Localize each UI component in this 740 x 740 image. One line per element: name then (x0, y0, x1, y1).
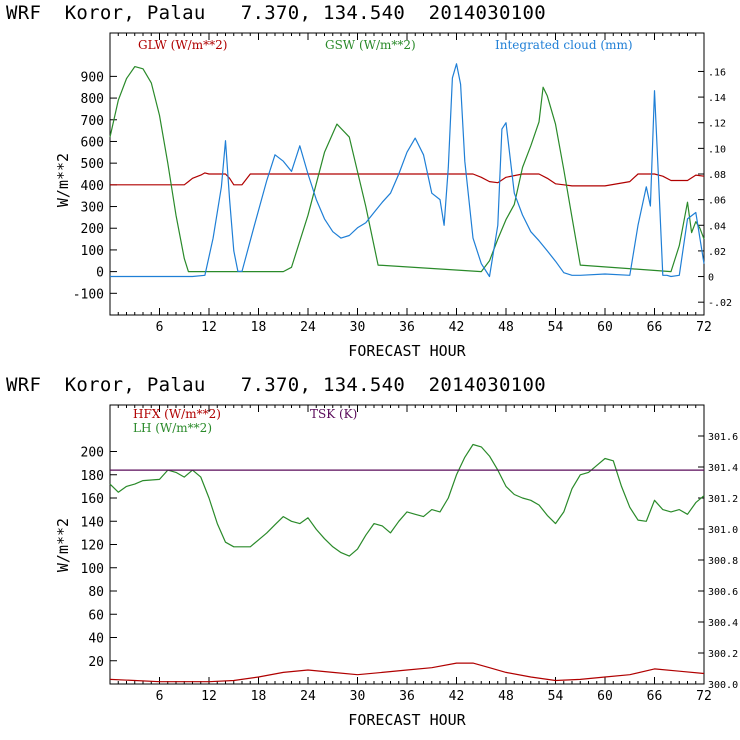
y-tick-label: 180 (81, 469, 104, 484)
y2-tick-label: .02 (708, 247, 726, 258)
x-tick-label: 18 (251, 689, 267, 704)
y-tick-label: 400 (81, 179, 104, 194)
y2-tick-label: .16 (708, 67, 726, 78)
top-x-axis-label: FORECAST HOUR (348, 342, 466, 360)
x-tick-label: 36 (399, 320, 415, 335)
y-tick-label: 800 (81, 92, 104, 107)
x-tick-label: 72 (696, 320, 712, 335)
series-line-1-0 (109, 662, 705, 683)
legend-glw: GLW (W/m**2) (138, 38, 227, 52)
x-tick-label: 30 (350, 689, 366, 704)
legend-gsw: GSW (W/m**2) (325, 38, 416, 52)
legend-hfx: HFX (W/m**2) (133, 407, 221, 421)
y-tick-label: 100 (81, 244, 104, 259)
x-tick-label: 72 (696, 689, 712, 704)
y2-tick-label: 300.6 (708, 587, 738, 598)
series-line-1-1 (109, 443, 705, 557)
y-tick-label: 200 (81, 446, 104, 461)
x-tick-label: 54 (548, 320, 564, 335)
x-tick-label: 42 (449, 689, 465, 704)
legend-lh: LH (W/m**2) (133, 421, 212, 435)
y2-tick-label: 0 (708, 273, 714, 284)
y2-tick-label: -.02 (708, 298, 732, 309)
bottom-plot-frame (109, 404, 705, 685)
y2-tick-label: 301.0 (708, 525, 738, 536)
y-tick-label: 160 (81, 492, 104, 507)
x-tick-label: 12 (201, 320, 217, 335)
y2-tick-label: 300.2 (708, 649, 738, 660)
y-tick-label: 120 (81, 539, 104, 554)
y-tick-label: 80 (88, 585, 104, 600)
y2-tick-label: 301.6 (708, 432, 738, 443)
y-tick-label: 300 (81, 201, 104, 216)
bottom-panel-title: WRF Koror, Palau 7.370, 134.540 20140301… (6, 374, 546, 396)
y-tick-label: 0 (96, 266, 104, 281)
y2-tick-label: 300.4 (708, 618, 738, 629)
x-tick-label: 60 (597, 320, 613, 335)
x-tick-label: 6 (156, 320, 164, 335)
y-tick-label: -100 (73, 287, 104, 302)
y2-tick-label: 301.2 (708, 494, 738, 505)
x-tick-label: 66 (647, 320, 663, 335)
x-tick-label: 66 (647, 689, 663, 704)
y-tick-label: 100 (81, 562, 104, 577)
x-tick-label: 30 (350, 320, 366, 335)
x-tick-label: 42 (449, 320, 465, 335)
series-line-0-0 (110, 172, 705, 187)
y-tick-label: 600 (81, 135, 104, 150)
y-tick-label: 40 (88, 632, 104, 647)
legend-integrated-cloud: Integrated cloud (mm) (495, 38, 633, 52)
x-tick-label: 18 (251, 320, 267, 335)
y-tick-label: 500 (81, 157, 104, 172)
x-tick-label: 24 (300, 320, 316, 335)
legend-tsk: TSK (K) (310, 407, 357, 421)
x-tick-label: 24 (300, 689, 316, 704)
bottom-chart: 6 12 18 24 30 36 42 48 54 60 66 72 20 40 60 80 100 120 14… (54, 404, 738, 729)
series-line-0-2 (110, 63, 705, 278)
y-tick-label: 700 (81, 114, 104, 129)
top-chart: 6 12 18 24 30 36 42 48 54 60 66 72 -100 0 100 200 300 40… (54, 32, 732, 360)
bottom-x-axis-label: FORECAST HOUR (348, 711, 466, 729)
x-tick-label: 6 (156, 689, 164, 704)
y-tick-label: 60 (88, 608, 104, 623)
y-tick-label: 140 (81, 515, 104, 530)
y2-tick-label: .10 (708, 144, 726, 155)
series-line-0-1 (109, 66, 705, 273)
y-tick-label: 20 (88, 655, 104, 670)
y-tick-label: 900 (81, 70, 104, 85)
x-tick-label: 48 (498, 689, 514, 704)
x-tick-label: 12 (201, 689, 217, 704)
y2-tick-label: 300.8 (708, 556, 738, 567)
top-y-axis-label: W/m**2 (54, 153, 72, 207)
x-tick-label: 36 (399, 689, 415, 704)
y2-tick-label: .14 (708, 93, 726, 104)
y2-tick-label: .06 (708, 196, 726, 207)
y2-tick-label: .08 (708, 170, 726, 181)
top-panel-title: WRF Koror, Palau 7.370, 134.540 20140301… (6, 2, 546, 24)
y2-tick-label: 301.4 (708, 463, 738, 474)
y2-tick-label: .12 (708, 119, 726, 130)
y-tick-label: 200 (81, 222, 104, 237)
y2-tick-label: 300.0 (708, 680, 738, 691)
bottom-y-axis-label: W/m**2 (54, 518, 72, 572)
x-tick-label: 54 (548, 689, 564, 704)
y2-tick-label: .04 (708, 221, 726, 232)
x-tick-label: 60 (597, 689, 613, 704)
x-tick-label: 48 (498, 320, 514, 335)
